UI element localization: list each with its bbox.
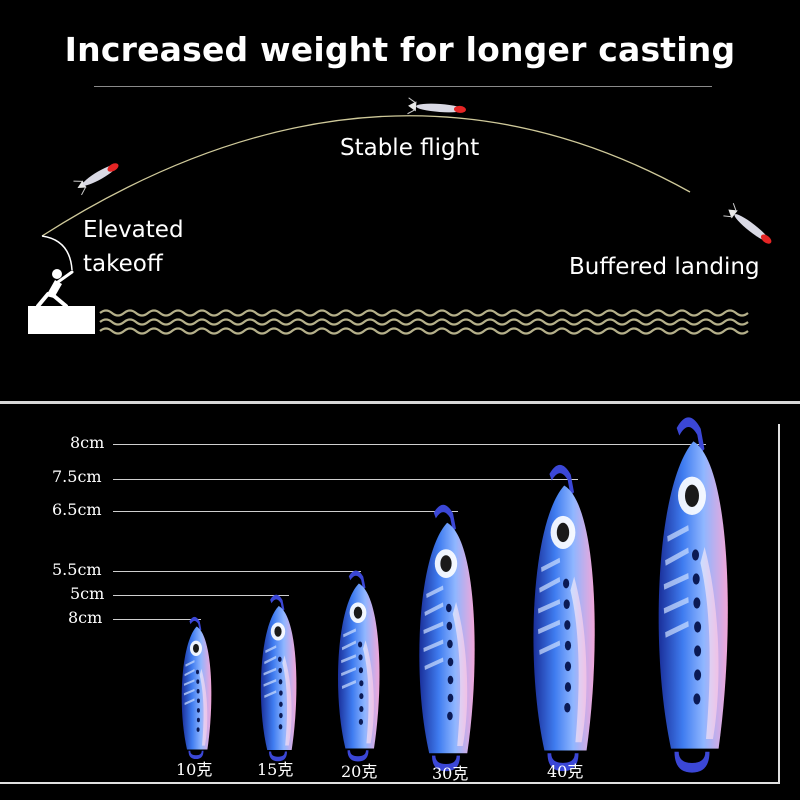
- weight-label-10: 10克: [176, 760, 213, 779]
- size-label-3: 6.5cm: [52, 500, 102, 519]
- lure-10g-icon: [182, 619, 212, 757]
- flight-arc: [41, 115, 691, 237]
- chart-frame-right: [778, 424, 780, 784]
- size-guide-line: [113, 479, 578, 480]
- weight-label-40: 40克: [547, 762, 584, 781]
- rock-platform: [28, 306, 95, 334]
- lure-top-icon: [407, 97, 466, 115]
- headline: Increased weight for longer casting: [64, 30, 736, 69]
- size-label-5: 5cm: [70, 584, 105, 603]
- chart-frame-bottom: [0, 782, 780, 784]
- lure-15g-icon: [261, 597, 297, 759]
- lure-40g-icon: [533, 469, 594, 767]
- headline-underline: [94, 86, 712, 87]
- weight-label-30: 30克: [432, 764, 469, 783]
- lure-20g-icon: [338, 573, 380, 759]
- size-label-6: 8cm: [68, 608, 103, 627]
- size-label-1: 8cm: [70, 433, 105, 452]
- size-guide-line: [113, 511, 458, 512]
- lure-ascending-icon: [73, 163, 119, 196]
- buffered-landing-label: Buffered landing: [569, 254, 760, 280]
- size-guide-line: [113, 595, 289, 596]
- size-guide-line: [113, 444, 706, 445]
- lure-30g-icon: [419, 508, 474, 767]
- casting-diagram-panel: Increased weight for longer casting: [0, 0, 800, 398]
- size-guide-line: [113, 571, 361, 572]
- panel-divider: [0, 401, 800, 404]
- weight-label-20: 20克: [341, 762, 378, 781]
- size-guide-line: [113, 619, 201, 620]
- lure-largest-icon: [659, 422, 728, 768]
- lure-descending-icon: [723, 203, 772, 244]
- weight-label-15: 15克: [257, 760, 294, 779]
- size-label-2: 7.5cm: [52, 467, 102, 486]
- elevated-takeoff-label: Elevated takeoff: [83, 217, 184, 277]
- stable-flight-label: Stable flight: [340, 135, 480, 161]
- casting-diagram: [28, 97, 772, 335]
- size-label-4: 5.5cm: [52, 560, 102, 579]
- angler-icon: [36, 235, 74, 308]
- water-waves: [99, 309, 749, 335]
